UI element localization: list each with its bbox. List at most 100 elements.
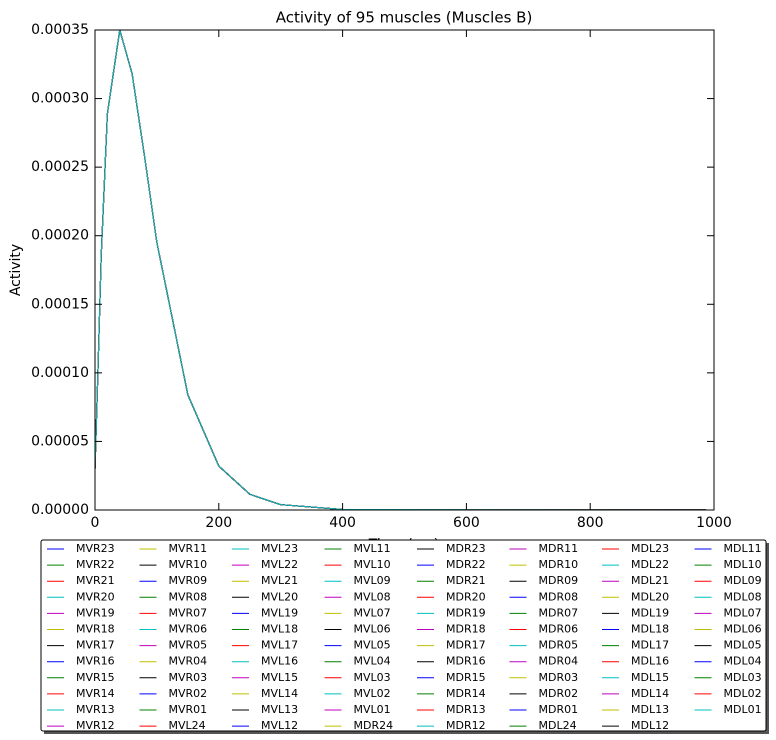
legend-label: MDR11 xyxy=(539,542,579,555)
legend-label: MDL03 xyxy=(724,671,762,684)
chart-title: Activity of 95 muscles (Muscles B) xyxy=(276,9,533,27)
legend-label: MVR16 xyxy=(76,655,115,668)
legend-label: MVL04 xyxy=(354,655,391,668)
legend-label: MVL20 xyxy=(261,590,298,603)
legend-label: MDR22 xyxy=(446,558,486,571)
legend-label: MVR15 xyxy=(76,671,115,684)
legend-label: MDR04 xyxy=(539,655,579,668)
legend-label: MVR10 xyxy=(169,558,208,571)
legend-label: MVL24 xyxy=(169,719,206,732)
legend-label: MDL01 xyxy=(724,703,762,716)
legend-label: MDL20 xyxy=(631,590,669,603)
legend-label: MVL14 xyxy=(261,687,298,700)
legend-label: MVR14 xyxy=(76,687,115,700)
legend-label: MDR20 xyxy=(446,590,486,603)
legend-label: MDR23 xyxy=(446,542,486,555)
legend-label: MDL24 xyxy=(539,719,577,732)
x-tick-label: 400 xyxy=(329,515,356,531)
legend-label: MDL18 xyxy=(631,623,669,636)
legend-label: MVR05 xyxy=(169,639,208,652)
legend-label: MDR08 xyxy=(539,590,579,603)
legend-label: MDR03 xyxy=(539,671,579,684)
x-tick-label: 600 xyxy=(453,515,480,531)
legend-label: MDL10 xyxy=(724,558,762,571)
legend-label: MDR06 xyxy=(539,623,579,636)
legend-label: MDR01 xyxy=(539,703,579,716)
legend-label: MVL23 xyxy=(261,542,298,555)
y-tick-label: 0.00025 xyxy=(31,159,89,175)
legend-label: MDL04 xyxy=(724,655,762,668)
legend-label: MDL08 xyxy=(724,590,762,603)
legend-label: MDL07 xyxy=(724,606,762,619)
legend-label: MVL05 xyxy=(354,639,391,652)
x-tick-label: 1000 xyxy=(696,515,732,531)
legend-label: MVR23 xyxy=(76,542,115,555)
legend-label: MDL05 xyxy=(724,639,762,652)
legend-label: MVL16 xyxy=(261,655,298,668)
legend-label: MVR19 xyxy=(76,606,115,619)
legend-label: MVL22 xyxy=(261,558,298,571)
legend-label: MVR02 xyxy=(169,687,208,700)
legend-label: MVR06 xyxy=(169,623,208,636)
legend-label: MVR01 xyxy=(169,703,208,716)
legend-label: MVL21 xyxy=(261,574,298,587)
legend-label: MDL02 xyxy=(724,687,762,700)
series-line xyxy=(95,30,714,510)
legend-label: MDR07 xyxy=(539,606,579,619)
legend-label: MVL19 xyxy=(261,606,298,619)
x-tick-label: 800 xyxy=(577,515,604,531)
legend-label: MDR19 xyxy=(446,606,486,619)
legend-label: MDL12 xyxy=(631,719,669,732)
x-tick-label: 200 xyxy=(205,515,232,531)
legend-label: MDL17 xyxy=(631,639,669,652)
legend-label: MVL02 xyxy=(354,687,391,700)
y-tick-label: 0.00000 xyxy=(31,502,89,518)
legend-label: MVL10 xyxy=(354,558,391,571)
y-tick-label: 0.00010 xyxy=(31,365,89,381)
legend-label: MVL11 xyxy=(354,542,391,555)
legend-label: MDR14 xyxy=(446,687,486,700)
legend-label: MVR13 xyxy=(76,703,115,716)
legend-label: MVR03 xyxy=(169,671,208,684)
legend-label: MVL06 xyxy=(354,623,391,636)
x-tick-label: 0 xyxy=(91,515,100,531)
y-tick-label: 0.00020 xyxy=(31,228,89,244)
y-axis-label: Activity xyxy=(8,244,24,296)
legend-label: MVR09 xyxy=(169,574,208,587)
legend-label: MDL21 xyxy=(631,574,669,587)
legend-box xyxy=(40,539,767,732)
legend-label: MDR02 xyxy=(539,687,579,700)
legend-label: MDR16 xyxy=(446,655,486,668)
y-tick-label: 0.00035 xyxy=(31,22,89,38)
legend-label: MDR05 xyxy=(539,639,579,652)
legend-label: MVL07 xyxy=(354,606,391,619)
legend-label: MVL03 xyxy=(354,671,391,684)
plot-frame xyxy=(94,29,715,511)
legend-label: MDL09 xyxy=(724,574,762,587)
legend-label: MDR09 xyxy=(539,574,579,587)
y-tick-label: 0.00005 xyxy=(31,433,89,449)
legend-label: MVR22 xyxy=(76,558,115,571)
legend-label: MDR18 xyxy=(446,623,486,636)
legend-label: MDR13 xyxy=(446,703,486,716)
legend-label: MDL15 xyxy=(631,671,669,684)
legend-label: MVR11 xyxy=(169,542,208,555)
y-tick-label: 0.00030 xyxy=(31,91,89,107)
legend-label: MVR21 xyxy=(76,574,115,587)
plot-area xyxy=(95,30,714,510)
legend-label: MVR17 xyxy=(76,639,115,652)
legend-label: MVR08 xyxy=(169,590,208,603)
legend-label: MDR10 xyxy=(539,558,579,571)
legend-label: MVR20 xyxy=(76,590,115,603)
legend-label: MDL11 xyxy=(724,542,762,555)
legend-label: MDL14 xyxy=(631,687,669,700)
legend-label: MVR04 xyxy=(169,655,208,668)
legend-label: MVL18 xyxy=(261,623,298,636)
legend-label: MDL13 xyxy=(631,703,669,716)
legend-label: MVL12 xyxy=(261,719,298,732)
legend-label: MVL17 xyxy=(261,639,298,652)
legend-label: MVL01 xyxy=(354,703,391,716)
legend-label: MVR07 xyxy=(169,606,208,619)
legend-label: MDR15 xyxy=(446,671,486,684)
